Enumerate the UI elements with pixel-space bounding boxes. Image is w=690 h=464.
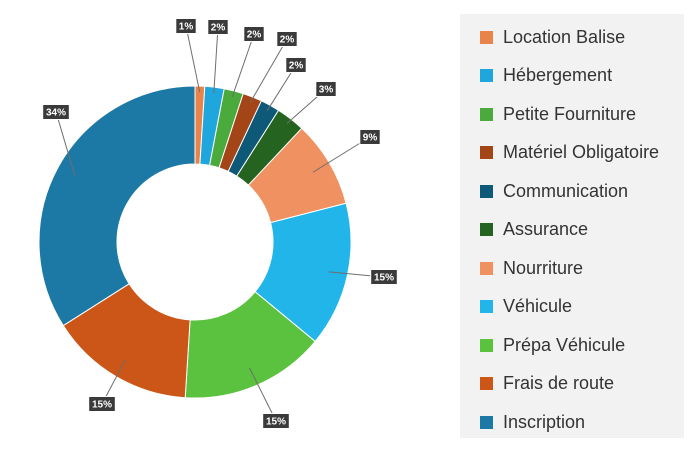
legend-swatch xyxy=(480,223,493,237)
donut-slices xyxy=(38,85,352,399)
data-label-text: 9% xyxy=(363,133,378,144)
legend-item-vehicule: Véhicule xyxy=(460,288,684,327)
leader-line-location-balise xyxy=(185,25,201,93)
data-label-text: 2% xyxy=(211,23,226,34)
data-label-communication: 2% xyxy=(285,57,307,73)
legend-label: Location Balise xyxy=(503,26,626,47)
legend-swatch xyxy=(480,377,493,391)
data-label-box xyxy=(359,129,381,145)
data-label-box xyxy=(262,413,290,429)
data-label-box xyxy=(88,396,116,412)
data-label-inscription: 34% xyxy=(42,104,70,120)
donut-chart: 1% 2% 2% 2% 2% 3% 9% 15% 15% 15% 34% xyxy=(38,18,398,429)
data-label-vehicule: 15% xyxy=(370,269,398,285)
data-label-text: 1% xyxy=(179,22,194,33)
data-label-hebergement: 2% xyxy=(207,19,229,35)
data-labels: 1% 2% 2% 2% 2% 3% 9% 15% 15% 15% 34% xyxy=(42,18,398,429)
legend-label: Hébergement xyxy=(503,65,613,86)
legend-swatch xyxy=(480,107,493,121)
slice-vehicule xyxy=(254,202,352,343)
data-label-box xyxy=(175,18,197,34)
legend-swatch xyxy=(480,69,493,83)
legend-swatch xyxy=(480,300,493,314)
data-label-location-balise: 1% xyxy=(175,18,197,34)
legend-label: Communication xyxy=(503,180,629,201)
leader-line-prepa-vehicule xyxy=(248,367,277,422)
data-label-petite-fourniture: 2% xyxy=(243,26,265,42)
legend-item-inscription: Inscription xyxy=(460,403,684,442)
data-label-box xyxy=(207,19,229,35)
legend-swatch xyxy=(480,184,493,198)
legend-item-petite-fourniture: Petite Fourniture xyxy=(460,95,684,134)
legend-label: Assurance xyxy=(503,219,589,240)
leader-line-hebergement xyxy=(213,26,219,94)
legend-label: Inscription xyxy=(503,411,586,432)
data-label-box xyxy=(285,57,307,73)
slice-frais-de-route xyxy=(62,283,191,399)
legend-label: Frais de route xyxy=(503,373,615,394)
data-label-prepa-vehicule: 15% xyxy=(262,413,290,429)
data-label-frais-de-route: 15% xyxy=(88,396,116,412)
data-label-box xyxy=(276,31,298,47)
legend-swatch xyxy=(480,146,493,160)
legend-item-communication: Communication xyxy=(460,172,684,211)
legend-item-nourriture: Nourriture xyxy=(460,249,684,288)
legend-item-materiel-obligatoire: Matériel Obligatoire xyxy=(460,134,684,173)
slice-prepa-vehicule xyxy=(184,291,316,399)
leader-line-petite-fourniture xyxy=(231,33,255,97)
data-label-text: 3% xyxy=(319,85,334,96)
data-label-assurance: 3% xyxy=(315,81,337,97)
legend-label: Prépa Véhicule xyxy=(503,334,626,355)
data-label-text: 15% xyxy=(92,400,112,411)
data-label-box xyxy=(315,81,337,97)
legend-item-location-balise: Location Balise xyxy=(460,18,684,57)
data-label-text: 2% xyxy=(289,61,304,72)
chart-legend: Location Balise Hébergement Petite Fournit… xyxy=(460,14,684,438)
data-label-nourriture: 9% xyxy=(359,129,381,145)
data-label-box xyxy=(42,104,70,120)
legend-swatch xyxy=(480,415,493,429)
data-label-materiel-obligatoire: 2% xyxy=(276,31,298,47)
data-label-text: 2% xyxy=(280,35,295,46)
data-label-text: 2% xyxy=(247,30,262,41)
leader-line-inscription xyxy=(55,111,76,177)
data-label-text: 34% xyxy=(46,108,66,119)
legend-item-assurance: Assurance xyxy=(460,211,684,250)
legend-item-prepa-vehicule: Prépa Véhicule xyxy=(460,326,684,365)
leader-line-materiel-obligatoire xyxy=(249,38,288,103)
data-label-text: 15% xyxy=(266,417,286,428)
legend-swatch xyxy=(480,30,493,44)
legend-swatch xyxy=(480,338,493,352)
slice-inscription xyxy=(38,85,196,327)
legend-label: Nourriture xyxy=(503,257,584,278)
data-label-box xyxy=(370,269,398,285)
legend-label: Véhicule xyxy=(503,296,573,317)
legend-swatch xyxy=(480,261,493,275)
legend-label: Matériel Obligatoire xyxy=(503,142,660,163)
legend-item-frais-de-route: Frais de route xyxy=(460,365,684,404)
data-label-box xyxy=(243,26,265,42)
legend-label: Petite Fourniture xyxy=(503,103,637,124)
legend-item-hebergement: Hébergement xyxy=(460,57,684,96)
data-label-text: 15% xyxy=(374,273,394,284)
